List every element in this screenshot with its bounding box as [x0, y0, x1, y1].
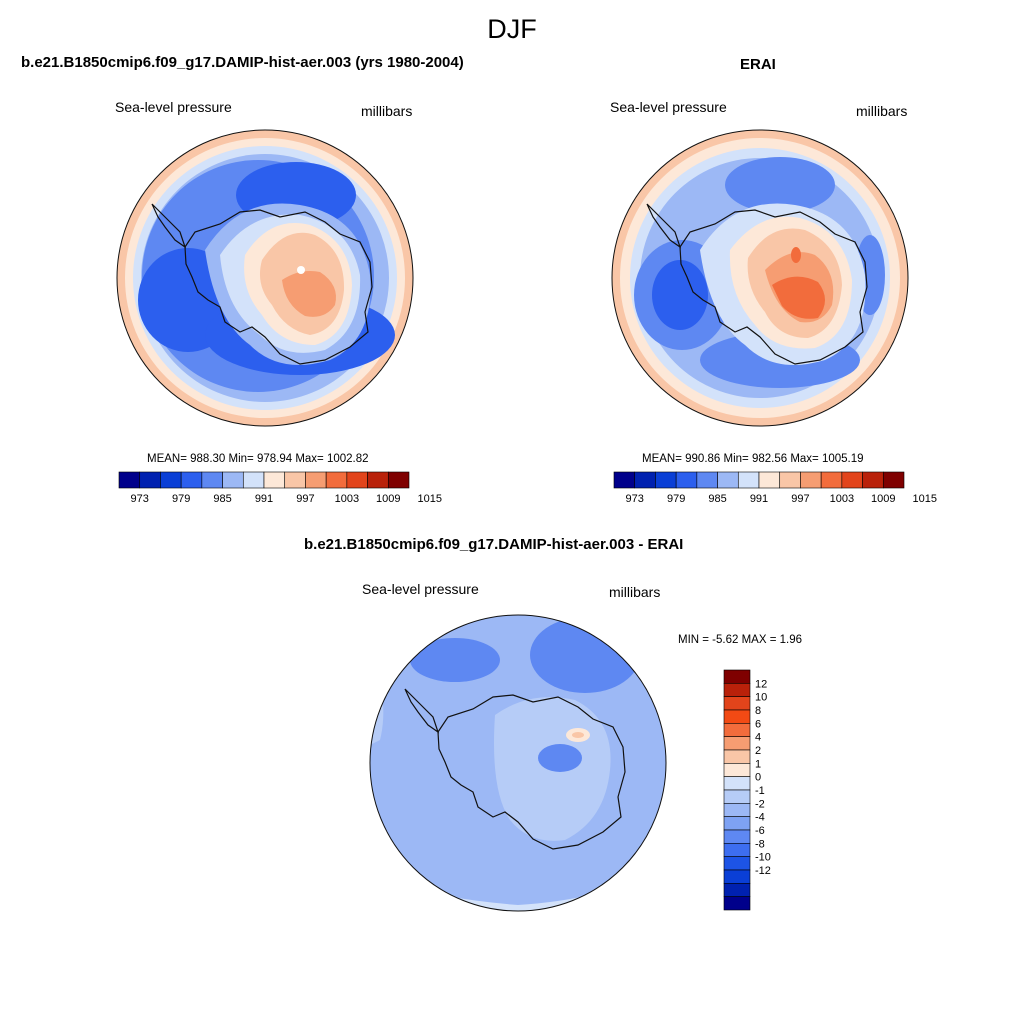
colorbar-tick-label: 973: [131, 493, 149, 505]
colorbar-tick-label: 10: [755, 692, 767, 704]
diff-panel-title: b.e21.B1850cmip6.f09_g17.DAMIP-hist-aer.…: [304, 536, 684, 553]
colorbar-tick-label: 997: [296, 493, 314, 505]
colorbar-box: [613, 471, 636, 489]
colorbar-box: [675, 471, 698, 489]
colorbar-box: [723, 749, 751, 764]
colorbar-box: [723, 683, 751, 697]
colorbar-box: [284, 471, 306, 489]
obs-sea-level-pressure-map: [611, 129, 909, 427]
colorbar-box: [118, 471, 141, 489]
colorbar-tick-label: 1: [755, 758, 761, 770]
obs-units-label: millibars: [856, 103, 908, 119]
model-stats: MEAN= 988.30 Min= 978.94 Max= 1002.82: [147, 453, 369, 465]
colorbar-box: [346, 471, 368, 489]
model-units-label: millibars: [361, 103, 413, 119]
colorbar-box: [387, 471, 410, 489]
diff-stats: MIN = -5.62 MAX = 1.96: [678, 634, 803, 646]
colorbar-tick-label: 985: [708, 493, 726, 505]
colorbar-box: [758, 471, 781, 489]
colorbar-box: [882, 471, 905, 489]
colorbar-tick-label: -10: [755, 852, 771, 864]
colorbar-box: [862, 471, 884, 489]
colorbar-tick-label: 985: [213, 493, 231, 505]
colorbar-box: [222, 471, 244, 489]
colorbar-box: [723, 696, 751, 711]
colorbar-box: [634, 471, 656, 489]
colorbar-tick-label: 979: [172, 493, 190, 505]
colorbar-tick-label: 1003: [335, 493, 359, 505]
colorbar-box: [723, 803, 751, 817]
figure-title: DJF: [487, 14, 537, 44]
colorbar-tick-label: -1: [755, 785, 765, 797]
colorbar-box: [723, 736, 751, 751]
model-sea-level-pressure-map: [116, 129, 414, 427]
colorbar-tick-label: 1015: [912, 493, 936, 505]
colorbar-tick-label: 8: [755, 705, 761, 717]
colorbar-box: [723, 816, 751, 831]
colorbar-tick-label: 997: [791, 493, 809, 505]
colorbar-box: [263, 471, 286, 489]
colorbar-box: [723, 723, 751, 737]
diff-units-label: millibars: [609, 584, 661, 600]
colorbar-box: [655, 471, 677, 489]
model-variable-label: Sea-level pressure: [115, 99, 232, 115]
colorbar-box: [160, 471, 182, 489]
colorbar-tick-label: -2: [755, 798, 765, 810]
colorbar-tick-label: 4: [755, 732, 761, 744]
colorbar-box: [242, 471, 265, 489]
colorbar-tick-label: 1015: [417, 493, 441, 505]
colorbar-tick-label: -8: [755, 838, 765, 850]
diff-variable-label: Sea-level pressure: [362, 581, 479, 597]
diff-sea-level-pressure-map: [369, 614, 667, 912]
colorbar-box: [180, 471, 203, 489]
colorbar-tick-label: 6: [755, 718, 761, 730]
colorbar-tick-label: 12: [755, 678, 767, 690]
colorbar-tick-label: 2: [755, 745, 761, 757]
colorbar-box: [717, 471, 739, 489]
colorbar-box: [723, 843, 751, 857]
colorbar-box: [723, 789, 751, 804]
colorbar-box: [723, 669, 751, 684]
colorbar-box: [723, 829, 751, 844]
colorbar-tick-label: -12: [755, 865, 771, 877]
colorbar-tick-label: -6: [755, 825, 765, 837]
obs-colorbar: 973 979 985 991 997 1003 1009 1015: [613, 471, 937, 505]
colorbar-box: [201, 471, 223, 489]
colorbar-box: [305, 471, 327, 489]
colorbar-box: [723, 709, 751, 724]
model-colorbar: 973 979 985 991 997 1003 1009 1015: [118, 471, 442, 505]
colorbar-box: [723, 869, 751, 884]
obs-panel-title: ERAI: [740, 56, 776, 73]
colorbar-tick-label: 991: [750, 493, 768, 505]
model-panel-title: b.e21.B1850cmip6.f09_g17.DAMIP-hist-aer.…: [21, 54, 464, 71]
obs-variable-label: Sea-level pressure: [610, 99, 727, 115]
colorbar-box: [139, 471, 161, 489]
colorbar-box: [841, 471, 863, 489]
colorbar-box: [723, 883, 751, 897]
obs-stats: MEAN= 990.86 Min= 982.56 Max= 1005.19: [642, 453, 864, 465]
colorbar-tick-label: 991: [255, 493, 273, 505]
colorbar-box: [723, 856, 751, 871]
colorbar-box: [820, 471, 843, 489]
colorbar-box: [723, 896, 751, 911]
colorbar-tick-label: 973: [626, 493, 644, 505]
colorbar-tick-label: 1009: [376, 493, 400, 505]
colorbar-tick-label: -4: [755, 812, 765, 824]
colorbar-box: [723, 776, 751, 791]
colorbar-tick-label: 1009: [871, 493, 895, 505]
colorbar-box: [696, 471, 718, 489]
colorbar-box: [367, 471, 389, 489]
colorbar-box: [737, 471, 760, 489]
colorbar-box: [779, 471, 801, 489]
colorbar-box: [800, 471, 822, 489]
colorbar-tick-label: 0: [755, 772, 761, 784]
colorbar-tick-label: 979: [667, 493, 685, 505]
colorbar-box: [325, 471, 348, 489]
colorbar-tick-label: 1003: [830, 493, 854, 505]
colorbar-box: [723, 763, 751, 777]
